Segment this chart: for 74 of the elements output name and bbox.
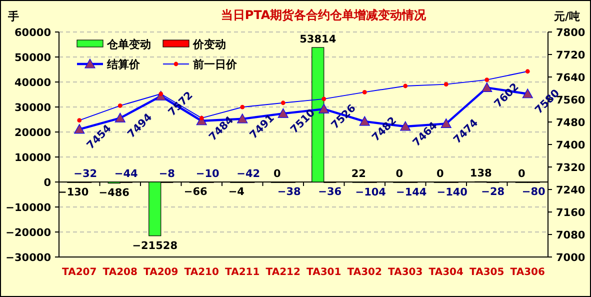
- data-label: −42: [236, 168, 260, 180]
- data-label: 0: [436, 168, 444, 180]
- point: [114, 112, 126, 122]
- y2-tick-label: 7800: [556, 27, 586, 39]
- y2-tick-label: 7480: [556, 117, 586, 129]
- legend-label: 结算价: [106, 58, 141, 71]
- point: [74, 124, 85, 134]
- y-tick-label: 0: [44, 177, 51, 189]
- y2-tick-label: 7640: [556, 72, 586, 84]
- x-tick-label: TA208: [102, 267, 138, 278]
- point: [482, 82, 492, 92]
- data-label: −28: [481, 186, 505, 198]
- data-label: −66: [184, 186, 208, 198]
- y2-tick-label: 7000: [556, 252, 586, 264]
- y2-tick-label: 7080: [556, 230, 586, 242]
- point: [237, 114, 248, 124]
- y2-tick-label: 7240: [556, 184, 586, 196]
- chart-title: 当日PTA期货各合约仓单增减变动情况: [220, 8, 428, 22]
- y-tick-label: 40000: [14, 77, 51, 89]
- y-tick-label: 10000: [14, 152, 51, 164]
- data-label: −4: [228, 186, 244, 198]
- data-label: 0: [273, 168, 281, 180]
- y2-tick-label: 7160: [556, 207, 586, 219]
- data-label: 138: [470, 168, 492, 180]
- data-label: −140: [436, 186, 468, 198]
- x-tick-label: TA306: [510, 267, 545, 278]
- x-tick-label: TA209: [144, 267, 178, 278]
- y2-tick-label: 7400: [556, 140, 586, 152]
- data-label: 22: [351, 168, 366, 180]
- data-label: −8: [158, 168, 175, 180]
- y-tick-label: −10000: [6, 202, 51, 214]
- legend-label: 前一日价: [192, 58, 238, 71]
- x-tick-label: TA207: [62, 267, 97, 278]
- legend-label: 价变动: [192, 38, 226, 51]
- x-tick-label: TA302: [347, 267, 382, 278]
- data-label: 53814: [300, 33, 336, 46]
- point: [440, 118, 452, 128]
- data-label: −80: [522, 186, 546, 198]
- y2-axis-title: 元/吨: [553, 10, 580, 23]
- y2-tick-label: 7320: [556, 162, 586, 174]
- y-tick-label: −30000: [6, 252, 51, 264]
- x-tick-label: TA303: [388, 267, 423, 278]
- data-label: −10: [196, 168, 220, 180]
- legend-label: 仓单变动: [106, 38, 151, 51]
- x-tick-label: TA301: [306, 267, 342, 278]
- x-tick-label: TA210: [184, 267, 219, 278]
- data-label: −38: [277, 186, 301, 198]
- data-label: −130: [58, 186, 89, 198]
- x-tick-label: TA304: [428, 267, 464, 278]
- point: [359, 116, 370, 126]
- data-label: 0: [396, 168, 404, 180]
- y-tick-label: 50000: [14, 52, 51, 64]
- data-label: −32: [74, 168, 98, 180]
- y-tick-label: −20000: [6, 227, 51, 239]
- y-tick-label: 60000: [14, 27, 51, 39]
- data-label: −21528: [132, 240, 178, 252]
- x-tick-label: TA211: [225, 267, 260, 278]
- y2-tick-label: 7720: [556, 50, 586, 62]
- point: [522, 88, 533, 98]
- point: [318, 104, 330, 114]
- data-label: −486: [98, 187, 130, 200]
- data-label: −144: [396, 186, 427, 198]
- x-tick-label: TA305: [470, 267, 504, 278]
- data-label: −44: [114, 168, 138, 180]
- point: [278, 108, 288, 118]
- data-label: −104: [355, 186, 386, 198]
- data-label: −36: [318, 186, 342, 198]
- y-axis-title: 手: [7, 10, 19, 23]
- y-tick-label: 30000: [14, 102, 51, 114]
- y2-tick-label: 7560: [556, 94, 586, 106]
- y-tick-label: 20000: [14, 127, 51, 139]
- x-tick-label: TA212: [266, 267, 300, 278]
- point: [400, 121, 411, 131]
- data-label: 0: [518, 168, 526, 180]
